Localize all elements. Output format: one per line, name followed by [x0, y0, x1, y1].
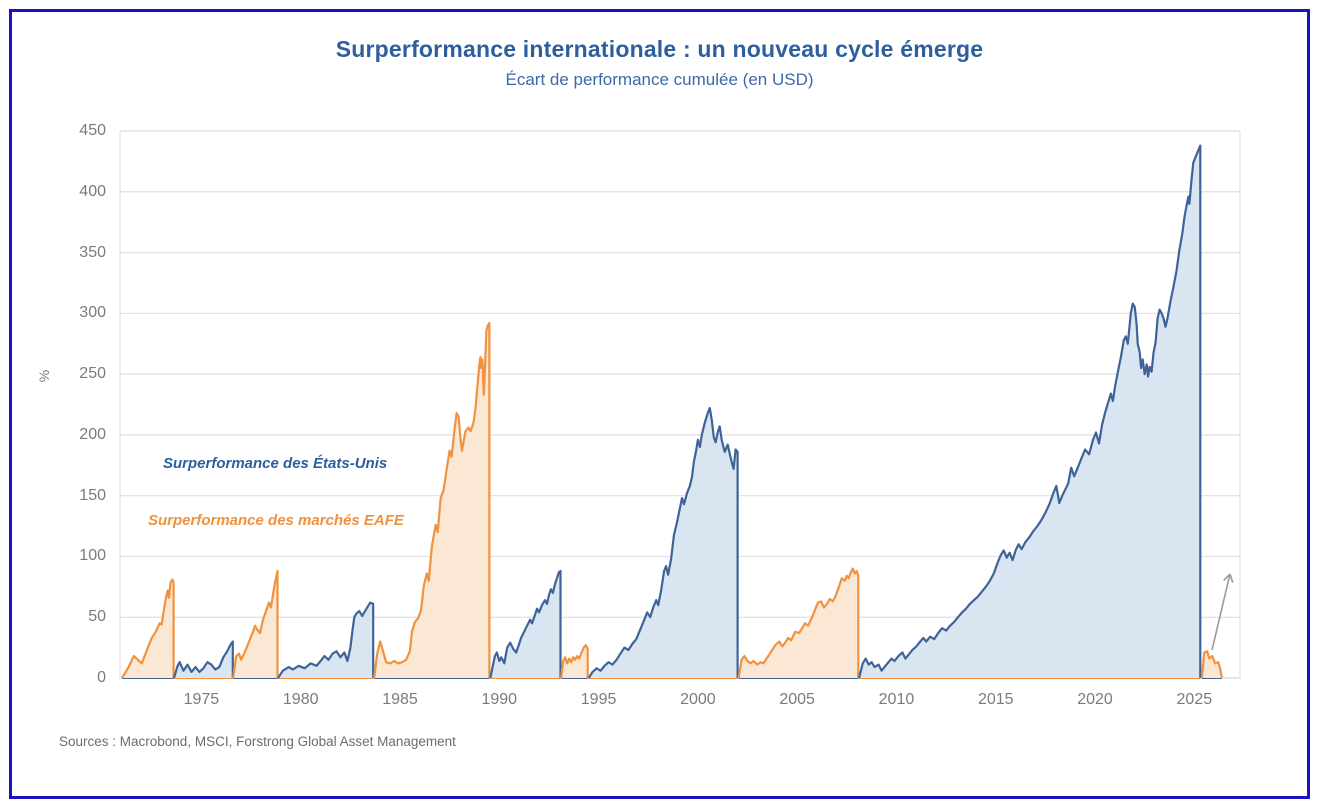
y-tick-label: 300: [79, 304, 106, 322]
x-tick-label: 1985: [382, 691, 418, 708]
us-line-segment: [277, 601, 375, 679]
trend-arrow-head-0: [1229, 573, 1234, 583]
eafe-line-segment: [1200, 650, 1223, 679]
y-tick-label: 200: [79, 425, 106, 443]
eafe-line-segment: [121, 578, 175, 679]
x-tick-label: 2015: [977, 691, 1014, 708]
x-tick-label: 1980: [282, 691, 319, 708]
trend-arrow-head-1: [1223, 573, 1231, 581]
us-area-segment: [588, 408, 738, 678]
eafe-area-segment: [561, 645, 588, 678]
y-tick-label: 100: [79, 547, 106, 565]
us-area-segment: [278, 602, 374, 678]
source-note: Sources : Macrobond, MSCI, Forstrong Glo…: [59, 734, 456, 749]
eafe-line-segment: [232, 569, 279, 679]
eafe-area-segment: [374, 323, 490, 678]
us-area-segment: [174, 641, 233, 678]
eafe-line-segment: [373, 322, 491, 679]
eafe-line-segment: [560, 644, 589, 679]
us-area-segment: [490, 571, 561, 678]
chart-title: Surperformance internationale : un nouve…: [335, 36, 984, 62]
legend-eafe-label: Surperformance des marchés EAFE: [148, 512, 404, 529]
eafe-area-segment: [738, 568, 859, 678]
us-line-segment: [489, 569, 562, 679]
x-tick-label: 2020: [1077, 691, 1113, 708]
eafe-area-segment: [1201, 651, 1222, 678]
us-line-segment: [587, 407, 739, 679]
legend-us-label: Surperformance des États-Unis: [163, 455, 388, 472]
x-tick-label: 2000: [680, 691, 716, 708]
us-area-segment: [859, 145, 1201, 679]
y-tick-label: 400: [79, 182, 106, 200]
y-tick-label: 150: [79, 486, 106, 504]
x-tick-label: 2025: [1176, 691, 1213, 708]
eafe-area-segment: [122, 579, 174, 678]
x-tick-label: 2010: [878, 691, 915, 708]
y-tick-label: 450: [79, 122, 106, 139]
chart-subtitle: Écart de performance cumulée (en USD): [505, 70, 814, 89]
x-tick-label: 2005: [779, 691, 815, 708]
x-tick-label: 1995: [580, 691, 617, 708]
y-tick-label: 50: [88, 608, 106, 626]
y-tick-label: 250: [79, 365, 106, 383]
eafe-area-segment: [233, 571, 278, 678]
y-tick-label: 0: [97, 669, 106, 686]
us-line-segment: [858, 144, 1202, 679]
y-tick-label: 350: [79, 243, 106, 261]
trend-arrow-annotation: [1211, 573, 1231, 651]
eafe-line-segment: [737, 567, 860, 679]
us-line-segment: [172, 640, 234, 679]
x-tick-label: 1975: [183, 691, 220, 708]
x-tick-label: 1990: [481, 691, 518, 708]
